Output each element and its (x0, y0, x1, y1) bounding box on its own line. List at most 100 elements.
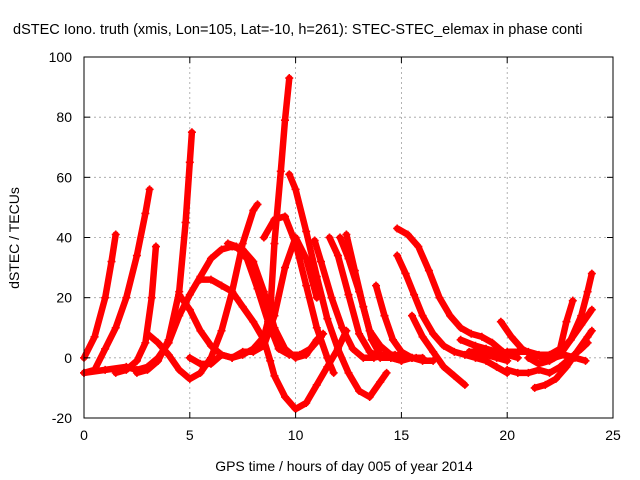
data-point (101, 344, 110, 353)
data-point (259, 233, 268, 242)
chart-title: dSTEC Iono. truth (xmis, Lon=105, Lat=-1… (13, 22, 582, 38)
data-point (488, 338, 497, 347)
data-point (238, 239, 247, 248)
data-point (530, 383, 539, 392)
data-point (312, 380, 321, 389)
data-point (418, 311, 427, 320)
data-point (291, 404, 300, 413)
data-point (471, 347, 480, 356)
data-point (232, 242, 241, 251)
data-point (407, 353, 416, 362)
data-point (187, 128, 196, 137)
data-point (323, 314, 332, 323)
data-point (175, 311, 184, 320)
data-point (568, 296, 577, 305)
data-point (583, 287, 592, 296)
data-point (467, 329, 476, 338)
data-point (439, 362, 448, 371)
tick-labels: 0 5 10 15 20 25 -20 0 20 40 60 80 100 (49, 49, 621, 443)
data-point (151, 242, 160, 251)
data-point (249, 317, 258, 326)
x-tick-label: 5 (186, 427, 194, 443)
data-point (534, 350, 543, 359)
series-line-28 (556, 306, 596, 356)
data-point (206, 275, 215, 284)
data-point (206, 254, 215, 263)
data-point (281, 392, 290, 401)
data-point (359, 302, 368, 311)
data-point (380, 311, 389, 320)
data-point (206, 359, 215, 368)
data-point (276, 167, 285, 176)
data-point (382, 368, 391, 377)
data-point (367, 335, 376, 344)
data-point (196, 359, 205, 368)
x-tick-label: 25 (605, 427, 621, 443)
data-point (181, 218, 190, 227)
data-point (217, 245, 226, 254)
data-point (577, 320, 586, 329)
data-point (141, 338, 150, 347)
data-point (122, 293, 131, 302)
data-point (147, 293, 156, 302)
data-point (496, 317, 505, 326)
data-point (253, 200, 262, 209)
data-point (101, 293, 110, 302)
data-point (492, 353, 501, 362)
data-point (101, 365, 110, 374)
data-point (196, 326, 205, 335)
data-point (111, 230, 120, 239)
data-point (403, 230, 412, 239)
y-tick-label: 20 (56, 290, 72, 306)
data-point (460, 350, 469, 359)
data-point (329, 368, 338, 377)
data-point (562, 317, 571, 326)
data-point (372, 281, 381, 290)
data-point (312, 272, 321, 281)
data-point (285, 170, 294, 179)
data-point (388, 335, 397, 344)
data-point (270, 311, 279, 320)
x-tick-label: 10 (288, 427, 304, 443)
data-point (185, 374, 194, 383)
data-point (524, 368, 533, 377)
data-point (556, 347, 565, 356)
data-point (365, 347, 374, 356)
data-point (132, 251, 141, 260)
data-point (253, 284, 262, 293)
data-point (238, 347, 247, 356)
data-point (154, 353, 163, 362)
data-point (164, 338, 173, 347)
data-point (175, 365, 184, 374)
series-line-2 (80, 186, 153, 377)
data-point (217, 350, 226, 359)
data-point (323, 353, 332, 362)
data-point (90, 332, 99, 341)
data-point (336, 233, 345, 242)
series-line-18 (393, 225, 517, 359)
data-point (439, 341, 448, 350)
data-point (266, 356, 275, 365)
data-point (587, 305, 596, 314)
data-point (274, 344, 283, 353)
data-point (507, 332, 516, 341)
data-point (132, 356, 141, 365)
data-point (587, 326, 596, 335)
data-point (393, 224, 402, 233)
y-tick-label: 100 (49, 49, 73, 65)
data-point (325, 233, 334, 242)
data-point (348, 344, 357, 353)
data-point (355, 329, 364, 338)
data-point (397, 347, 406, 356)
data-point (541, 380, 550, 389)
x-tick-label: 15 (394, 427, 410, 443)
data-point (143, 362, 152, 371)
data-point (228, 353, 237, 362)
data-point (259, 341, 268, 350)
data-point (386, 353, 395, 362)
data-point (291, 185, 300, 194)
data-point (185, 290, 194, 299)
data-point (435, 293, 444, 302)
series-line-19 (393, 252, 511, 377)
data-point (503, 356, 512, 365)
